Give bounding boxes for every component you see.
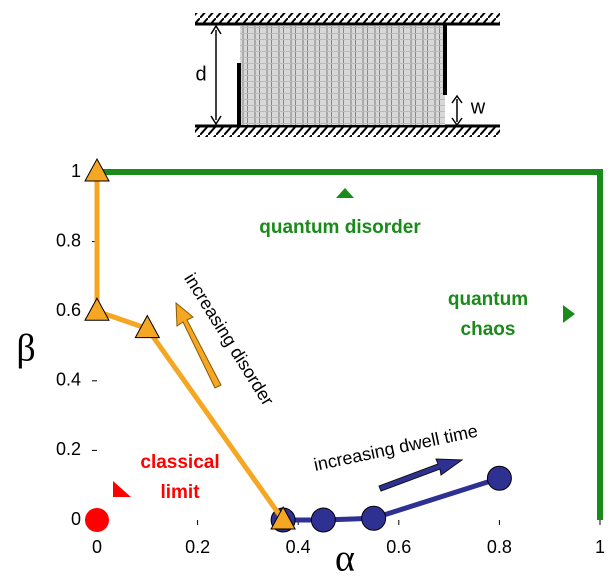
x-tick-label: 0.4 xyxy=(286,537,311,557)
annotation: increasing dwell time xyxy=(312,421,480,475)
y-axis-label: β xyxy=(16,328,35,370)
x-tick-label: 0 xyxy=(92,537,102,557)
series-line xyxy=(94,172,286,522)
x-tick-label: 0.8 xyxy=(487,537,512,557)
plot: 0 0.2 0.4 0.6 0.8 1 0 0.2 0.4 0.6 0.8 1 α β quantum di… xyxy=(16,157,605,580)
marker xyxy=(361,505,387,531)
y-tick-label: 1 xyxy=(71,161,81,181)
x-tick-label: 1 xyxy=(595,537,605,557)
marker xyxy=(310,507,336,533)
annotation: limit xyxy=(160,482,200,503)
annotation: quantum disorder xyxy=(259,217,421,238)
marker xyxy=(84,157,110,182)
arrow xyxy=(378,458,464,492)
y-tick-label: 0.2 xyxy=(56,439,81,459)
y-tick-label: 0 xyxy=(71,509,81,529)
inset-diagram: d w xyxy=(195,13,500,137)
x-axis-label: α xyxy=(335,538,355,580)
wall-top xyxy=(195,13,500,23)
series-line xyxy=(97,169,603,520)
annotation: chaos xyxy=(461,319,516,340)
pointer xyxy=(113,481,131,497)
disorder-region xyxy=(240,26,445,125)
marker xyxy=(85,508,109,532)
wall-bottom xyxy=(195,127,500,137)
pointer xyxy=(336,188,354,198)
marker xyxy=(134,314,161,339)
pointer xyxy=(563,305,575,323)
annotation: classical xyxy=(140,452,219,473)
w-arrow-heads xyxy=(451,94,463,127)
label-d: d xyxy=(195,63,206,85)
marker xyxy=(84,297,110,321)
x-tick-label: 0.2 xyxy=(185,537,210,557)
marker xyxy=(270,505,296,530)
label-w: w xyxy=(470,96,486,118)
y-tick-label: 0.6 xyxy=(56,300,81,320)
d-arrow-heads xyxy=(210,24,222,126)
y-tick-label: 0.8 xyxy=(56,230,81,250)
y-tick-label: 0.4 xyxy=(56,370,81,390)
series-line xyxy=(283,475,501,523)
annotation: quantum xyxy=(448,289,528,310)
marker xyxy=(486,465,512,491)
arrow xyxy=(175,301,222,389)
x-tick-label: 0.6 xyxy=(386,537,411,557)
